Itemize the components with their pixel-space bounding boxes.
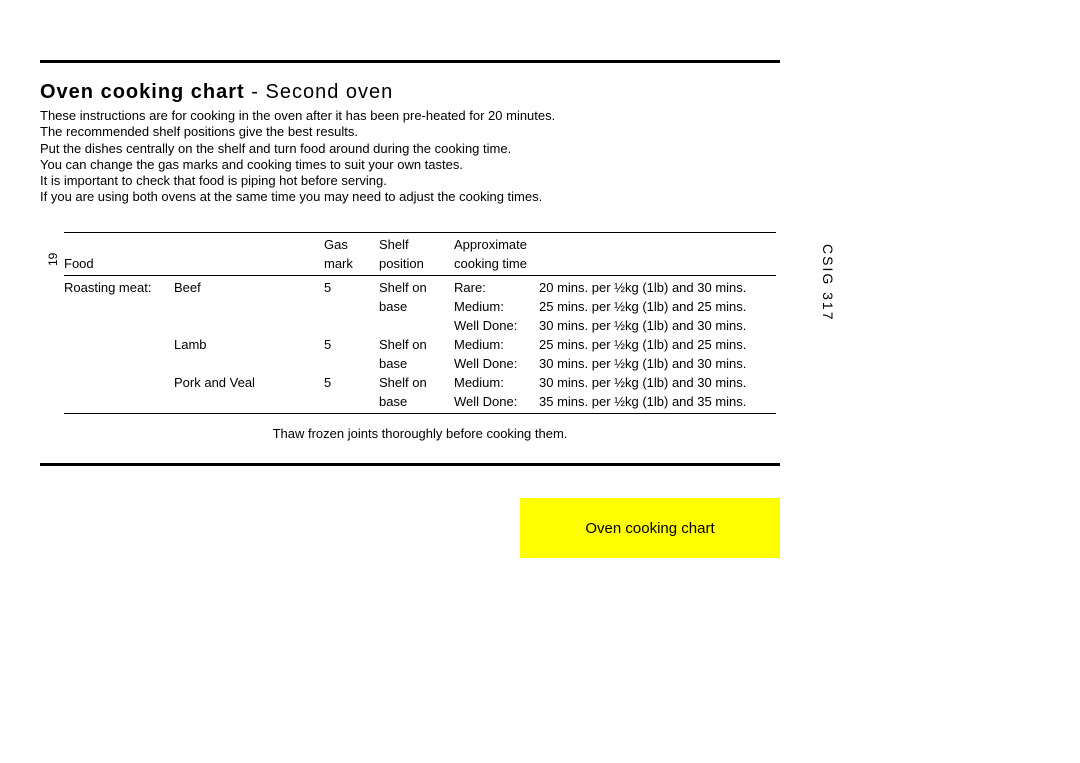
table-rule	[64, 232, 776, 233]
doneness: Rare:	[450, 278, 535, 297]
model-code: CSIG 317	[820, 244, 836, 321]
table-row: base Medium: 25 mins. per ½kg (1lb) and …	[60, 297, 780, 316]
table-rule	[64, 413, 776, 414]
top-rule	[40, 60, 780, 63]
gas-mark: 5	[320, 335, 375, 354]
meat-name: Pork and Veal	[170, 373, 320, 392]
meat-name: Lamb	[170, 335, 320, 354]
shelf-pos: Shelf on	[375, 373, 450, 392]
section-tab-text: Oven cooking chart	[585, 520, 714, 537]
cook-time: 20 mins. per ½kg (1lb) and 30 mins.	[535, 278, 780, 297]
shelf-pos: Shelf on	[375, 335, 450, 354]
header-gas: Gas	[320, 235, 375, 254]
meat-name: Beef	[170, 278, 320, 297]
doneness: Well Done:	[450, 316, 535, 335]
header-approx2: cooking time	[450, 254, 780, 273]
footnote: Thaw frozen joints thoroughly before coo…	[60, 426, 780, 441]
bottom-rule	[40, 463, 780, 466]
table-row: Lamb 5 Shelf on Medium: 25 mins. per ½kg…	[60, 335, 780, 354]
section-label: Roasting meat:	[60, 278, 170, 297]
header-shelf2: position	[375, 254, 450, 273]
intro-line: You can change the gas marks and cooking…	[40, 157, 1040, 173]
shelf-pos: base	[375, 354, 450, 373]
intro-paragraph: These instructions are for cooking in th…	[40, 108, 1040, 206]
intro-line: If you are using both ovens at the same …	[40, 189, 1040, 205]
doneness: Medium:	[450, 335, 535, 354]
page-title: Oven cooking chart - Second oven	[40, 81, 1040, 104]
cook-time: 25 mins. per ½kg (1lb) and 25 mins.	[535, 335, 780, 354]
doneness: Medium:	[450, 297, 535, 316]
table-header-row: Food mark position cooking time	[60, 254, 780, 273]
cook-time: 30 mins. per ½kg (1lb) and 30 mins.	[535, 354, 780, 373]
intro-line: Put the dishes centrally on the shelf an…	[40, 141, 1040, 157]
intro-line: The recommended shelf positions give the…	[40, 124, 1040, 140]
intro-line: It is important to check that food is pi…	[40, 173, 1040, 189]
shelf-pos: base	[375, 297, 450, 316]
page-number: 19	[46, 252, 60, 265]
doneness: Medium:	[450, 373, 535, 392]
table-row: Roasting meat: Beef 5 Shelf on Rare: 20 …	[60, 278, 780, 297]
doneness: Well Done:	[450, 354, 535, 373]
cooking-table: Gas Shelf Approximate Food mark position…	[60, 230, 780, 416]
title-sep: -	[245, 81, 266, 103]
title-bold: Oven cooking chart	[40, 81, 245, 103]
table-row: Well Done: 30 mins. per ½kg (1lb) and 30…	[60, 316, 780, 335]
cook-time: 25 mins. per ½kg (1lb) and 25 mins.	[535, 297, 780, 316]
table-row: base Well Done: 35 mins. per ½kg (1lb) a…	[60, 392, 780, 411]
header-gas2: mark	[320, 254, 375, 273]
document-page: Oven cooking chart - Second oven These i…	[0, 0, 1080, 466]
cooking-table-wrap: 19 CSIG 317 Gas Shelf Approximate Food m…	[60, 230, 1040, 416]
header-shelf: Shelf	[375, 235, 450, 254]
section-tab: Oven cooking chart	[520, 498, 780, 558]
doneness: Well Done:	[450, 392, 535, 411]
gas-mark: 5	[320, 278, 375, 297]
gas-mark: 5	[320, 373, 375, 392]
table-rule	[64, 275, 776, 276]
shelf-pos: base	[375, 392, 450, 411]
table-header-row: Gas Shelf Approximate	[60, 235, 780, 254]
header-approx: Approximate	[450, 235, 780, 254]
title-light: Second oven	[266, 81, 394, 103]
cook-time: 35 mins. per ½kg (1lb) and 35 mins.	[535, 392, 780, 411]
shelf-pos: Shelf on	[375, 278, 450, 297]
intro-line: These instructions are for cooking in th…	[40, 108, 1040, 124]
header-food: Food	[60, 254, 170, 273]
table-row: Pork and Veal 5 Shelf on Medium: 30 mins…	[60, 373, 780, 392]
cook-time: 30 mins. per ½kg (1lb) and 30 mins.	[535, 316, 780, 335]
table-row: base Well Done: 30 mins. per ½kg (1lb) a…	[60, 354, 780, 373]
cook-time: 30 mins. per ½kg (1lb) and 30 mins.	[535, 373, 780, 392]
